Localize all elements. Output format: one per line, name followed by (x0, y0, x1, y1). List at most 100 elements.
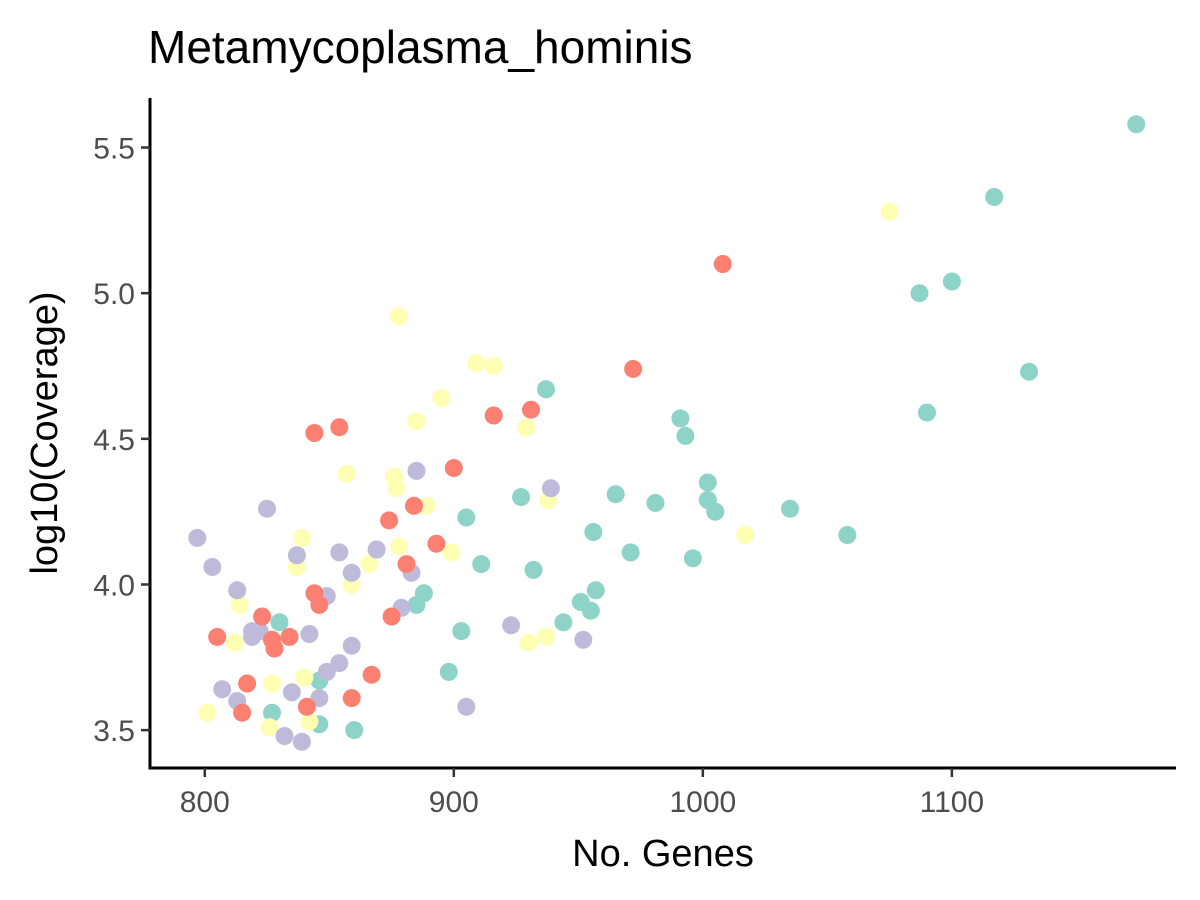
data-point (522, 400, 540, 419)
data-point (330, 543, 349, 562)
x-axis-ticks: 800 900 1000 1100 (180, 768, 984, 819)
data-point (203, 558, 222, 576)
data-point (345, 721, 364, 740)
data-point (265, 639, 284, 658)
y-tick-label: 5.5 (93, 133, 135, 166)
data-point (342, 563, 361, 582)
data-point (432, 389, 451, 407)
data-point (260, 718, 279, 737)
data-point (233, 703, 252, 722)
data-point (484, 406, 503, 425)
data-point (270, 613, 289, 632)
y-axis-title: log10(Coverage) (24, 291, 66, 574)
data-point (467, 354, 486, 373)
data-point (444, 459, 463, 477)
data-point (228, 581, 247, 600)
data-point (300, 712, 319, 731)
data-point (330, 654, 349, 673)
data-point (397, 555, 416, 574)
data-point (517, 418, 535, 437)
data-point (524, 560, 543, 579)
data-point (918, 403, 936, 422)
data-point (263, 674, 281, 693)
x-tick-label: 1100 (920, 786, 985, 819)
data-point (417, 496, 436, 515)
data-point (362, 665, 381, 684)
data-point (427, 534, 446, 553)
data-point (295, 668, 314, 687)
data-point (243, 627, 262, 646)
data-point (584, 523, 603, 541)
data-point (442, 543, 461, 562)
data-point (1127, 115, 1146, 134)
data-point (382, 607, 401, 626)
data-point (342, 636, 361, 655)
data-point (387, 479, 406, 498)
data-point (452, 622, 471, 641)
data-point (985, 188, 1004, 206)
y-axis-ticks: 3.5 4.0 4.5 5.0 5.5 (93, 133, 150, 748)
data-point (671, 409, 690, 428)
data-point (574, 630, 593, 649)
data-point (280, 627, 299, 646)
data-point (581, 601, 600, 620)
data-point (287, 546, 306, 565)
y-tick-label: 4.0 (93, 569, 135, 602)
y-tick-label: 3.5 (93, 715, 135, 748)
data-point (683, 549, 702, 568)
data-point (512, 488, 531, 507)
data-point (213, 680, 232, 699)
data-point (554, 613, 573, 632)
data-point (300, 625, 319, 643)
data-point (380, 511, 399, 530)
data-point (537, 627, 555, 646)
data-point (292, 528, 311, 547)
data-point (942, 272, 961, 291)
data-point (537, 380, 555, 399)
data-point (405, 496, 423, 515)
data-point (342, 689, 361, 708)
data-point (360, 555, 379, 574)
data-point (484, 357, 503, 375)
data-point (698, 473, 717, 492)
x-tick-label: 900 (429, 786, 479, 819)
data-point (624, 359, 643, 378)
x-axis-title: No. Genes (572, 833, 754, 875)
data-point (305, 424, 324, 442)
data-point (706, 502, 725, 521)
data-point (297, 697, 316, 716)
data-point (407, 412, 426, 431)
data-point (838, 526, 857, 544)
chart-title: Metamycoplasma_hominis (148, 21, 693, 73)
data-point (1020, 362, 1039, 381)
data-point (253, 607, 272, 626)
data-point (310, 595, 329, 614)
data-point (275, 727, 294, 745)
data-point (472, 555, 491, 574)
y-tick-label: 5.0 (93, 278, 135, 311)
data-point (188, 528, 207, 547)
data-point (910, 284, 929, 303)
points-layer (188, 115, 1146, 751)
data-point (646, 493, 665, 512)
data-point (621, 543, 640, 562)
y-tick-label: 4.5 (93, 424, 135, 457)
data-point (713, 255, 732, 273)
data-point (586, 581, 605, 600)
x-tick-label: 800 (180, 786, 230, 819)
data-point (258, 499, 276, 518)
data-point (407, 461, 426, 480)
x-tick-label: 1000 (669, 786, 736, 819)
data-point (606, 485, 625, 504)
data-point (736, 526, 755, 544)
data-point (198, 703, 217, 722)
data-point (457, 697, 476, 716)
data-point (238, 674, 257, 693)
data-point (367, 540, 386, 559)
data-point (263, 703, 281, 722)
data-point (457, 508, 476, 527)
data-point (502, 616, 521, 635)
data-point (541, 479, 560, 498)
data-point (292, 732, 311, 751)
